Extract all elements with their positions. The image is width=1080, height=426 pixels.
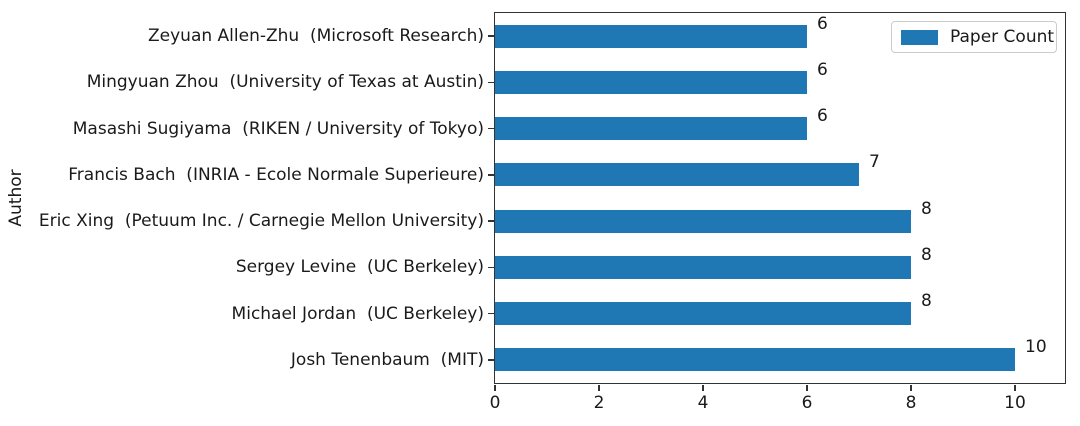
x-tick-label: 4 [697,393,709,413]
y-tick-mark [487,359,494,361]
bar [495,255,911,279]
bar-value-label: 8 [921,198,932,219]
y-tick-label: Francis Bach (INRIA - Ecole Normale Supe… [68,164,484,185]
y-tick-mark [487,266,494,269]
y-tick-label: Sergey Levine (UC Berkeley) [235,257,484,278]
x-tick-mark [806,384,808,391]
legend-swatch-icon [901,29,938,45]
bar-value-label: 10 [1025,337,1047,358]
y-tick-label: Josh Tenenbaum (MIT) [290,349,484,370]
y-tick-label: Michael Jordan (UC Berkeley) [231,303,484,324]
y-tick-label: Mingyuan Zhou (University of Texas at Au… [86,72,484,93]
x-tick-label: 0 [489,393,501,413]
bar [495,302,911,326]
x-tick-label: 2 [593,393,605,413]
legend-label: Paper Count [950,27,1055,47]
y-tick-mark [487,174,494,176]
x-tick-label: 10 [1004,393,1026,413]
y-tick-mark [487,35,494,37]
bar [495,163,859,187]
x-tick-mark [494,384,496,391]
x-tick-mark [702,384,704,391]
bar [495,209,911,233]
bar [495,348,1015,372]
legend: Paper Count [891,21,1057,53]
x-tick-mark [910,384,912,391]
bar-value-label: 6 [817,106,828,127]
bar-value-label: 6 [817,59,828,80]
y-tick-mark [487,312,494,315]
y-tick-label: Eric Xing (Petuum Inc. / Carnegie Mellon… [38,211,484,232]
y-tick-label: Zeyuan Allen-Zhu (Microsoft Research) [148,26,484,47]
y-tick-mark [487,127,494,130]
bar-value-label: 8 [921,291,932,312]
bar-value-label: 6 [817,13,828,34]
x-tick-label: 8 [905,393,917,413]
y-tick-label: Masashi Sugiyama (RIKEN / University of … [72,118,484,139]
bar-value-label: 8 [921,244,932,265]
x-tick-mark [1014,384,1016,391]
y-tick-mark [487,81,494,84]
plot-area [493,11,1066,384]
x-tick-label: 6 [801,393,813,413]
bar [495,117,807,141]
x-tick-mark [598,384,600,391]
bar [495,70,807,94]
bar-value-label: 7 [869,152,880,173]
bar [495,24,807,48]
y-tick-mark [487,220,494,222]
